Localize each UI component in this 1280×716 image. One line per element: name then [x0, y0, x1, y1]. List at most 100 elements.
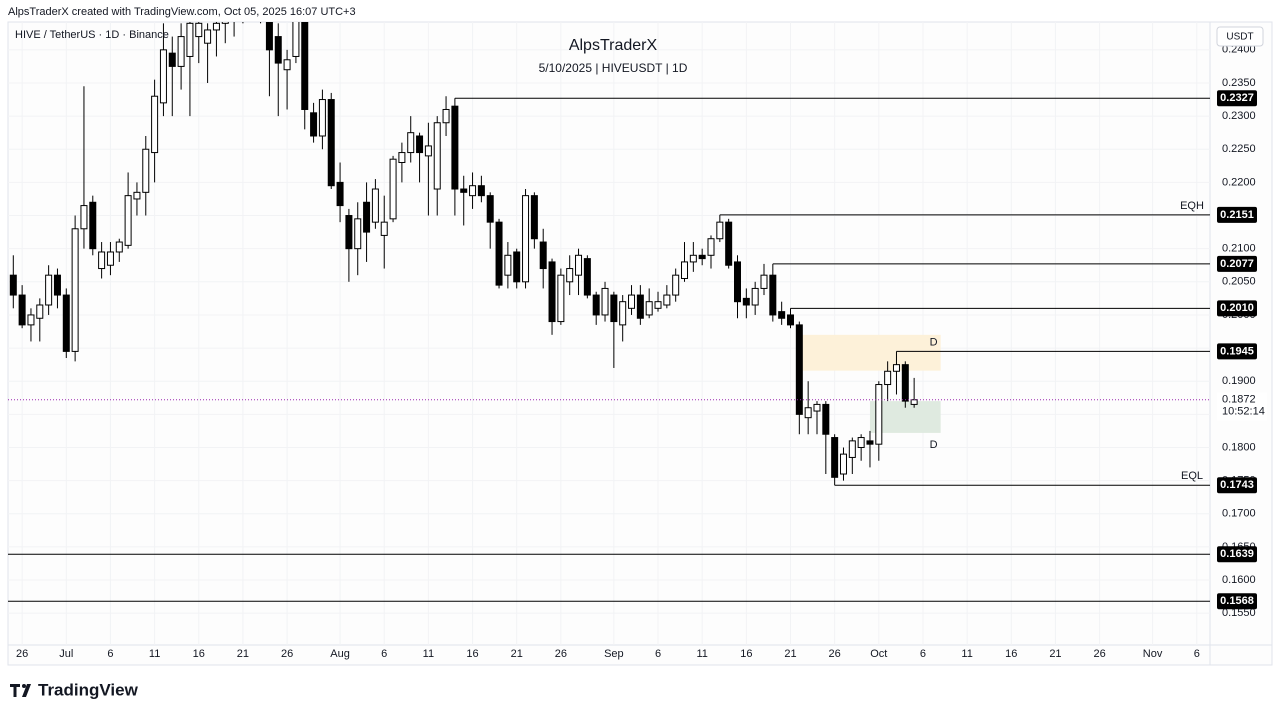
- price-label: 0.1743: [1220, 479, 1254, 491]
- candle-body: [345, 215, 353, 250]
- candle-body: [734, 261, 742, 303]
- last-price-label: 0.1872: [1222, 394, 1256, 406]
- x-tick-label: 16: [193, 648, 205, 660]
- candle-body: [884, 370, 892, 386]
- candle-body: [327, 99, 335, 187]
- candle-body: [725, 221, 733, 266]
- level-tag: EQH: [1180, 200, 1204, 212]
- candle-body: [62, 294, 70, 352]
- logo-icon: [10, 684, 31, 697]
- candle-body: [839, 453, 847, 475]
- x-tick-label: 6: [1194, 648, 1200, 660]
- candle-body: [380, 221, 388, 236]
- logo-text[interactable]: TradingView: [38, 680, 139, 699]
- candle-body: [301, 22, 309, 110]
- price-label-box: [1217, 593, 1257, 610]
- candle-body: [760, 274, 768, 289]
- candle-body: [18, 294, 26, 326]
- x-tick-label: 21: [237, 648, 249, 660]
- candle-body: [371, 188, 379, 223]
- candle-body: [698, 254, 706, 260]
- candle-body: [258, 0, 264, 3]
- candle-body: [557, 274, 565, 323]
- candle-body: [795, 324, 803, 415]
- candle-body: [186, 22, 194, 57]
- candle-body: [168, 52, 176, 67]
- candle-body: [857, 437, 865, 448]
- candle-body: [601, 287, 609, 316]
- y-tick-label: 0.1800: [1222, 441, 1256, 453]
- candle-body: [389, 158, 397, 220]
- candle-body: [292, 22, 300, 57]
- y-tick-label: 0.2350: [1222, 77, 1256, 89]
- x-tick-label: 16: [740, 648, 752, 660]
- price-label-box: [1217, 300, 1257, 317]
- chart-title: AlpsTraderX: [569, 37, 658, 54]
- candle-body: [177, 36, 185, 67]
- x-tick-label: 6: [107, 648, 113, 660]
- candle-body: [804, 407, 812, 419]
- candle-body: [539, 241, 547, 270]
- x-tick-label: Nov: [1143, 648, 1163, 660]
- candle-body: [831, 437, 839, 478]
- candle-body: [592, 294, 600, 316]
- x-tick-label: 26: [16, 648, 28, 660]
- countdown: 10:52:14: [1222, 406, 1265, 418]
- x-tick-label: 11: [696, 648, 707, 660]
- candle-body: [495, 221, 503, 286]
- candle-body: [416, 135, 424, 154]
- price-label: 0.1568: [1220, 595, 1254, 607]
- currency[interactable]: USDT: [1226, 32, 1253, 43]
- y-tick-label: 0.2400: [1222, 44, 1256, 56]
- candle-body: [575, 254, 583, 276]
- candle-body: [424, 145, 432, 157]
- candle-body: [681, 261, 689, 279]
- candle-body: [98, 251, 106, 270]
- credit: AlpsTraderX created with TradingView.com…: [8, 6, 356, 18]
- x-tick-label: Aug: [330, 648, 350, 660]
- price-label-box: [1217, 206, 1257, 223]
- x-tick-label: 11: [423, 648, 434, 660]
- candle-body: [866, 440, 874, 445]
- candle-body: [566, 268, 574, 283]
- candle-body: [36, 304, 44, 319]
- price-label: 0.2327: [1220, 92, 1254, 104]
- candle-body: [689, 254, 697, 263]
- x-tick-label: 11: [961, 648, 972, 660]
- grid: [8, 22, 1210, 645]
- zone: [799, 334, 941, 371]
- candle-body: [822, 403, 830, 435]
- candle-body: [610, 294, 618, 323]
- candle-body: [71, 228, 79, 352]
- x-tick-label: 16: [466, 648, 478, 660]
- candle-body: [53, 274, 61, 296]
- candle-body: [892, 364, 900, 372]
- x-tick-label: 6: [655, 648, 661, 660]
- x-tick-label: 26: [281, 648, 293, 660]
- candle-body: [89, 201, 97, 250]
- price-label: 0.2151: [1220, 209, 1254, 221]
- candle-body: [27, 314, 35, 326]
- price-label: 0.1945: [1220, 345, 1254, 357]
- candles: [9, 0, 918, 486]
- candle-body: [354, 218, 362, 250]
- candle-body: [663, 294, 671, 306]
- y-tick-label: 0.2050: [1222, 276, 1256, 288]
- candle-body: [716, 221, 724, 240]
- zone-tag: D: [930, 439, 938, 451]
- y-tick-label: 0.2300: [1222, 110, 1256, 122]
- candle-body: [398, 152, 406, 164]
- price-label-box: [1217, 546, 1257, 563]
- x-tick-label: 11: [149, 648, 160, 660]
- candle-body: [486, 195, 494, 223]
- candle-body: [619, 301, 627, 326]
- candle-body: [212, 22, 220, 31]
- candle-body: [742, 297, 750, 306]
- price-label: 0.2010: [1220, 302, 1254, 314]
- candle-body: [522, 195, 530, 283]
- x-tick-label: 6: [920, 648, 926, 660]
- currency-box[interactable]: [1216, 26, 1264, 47]
- candle-body: [274, 36, 282, 64]
- x-tick-label: 16: [1005, 648, 1017, 660]
